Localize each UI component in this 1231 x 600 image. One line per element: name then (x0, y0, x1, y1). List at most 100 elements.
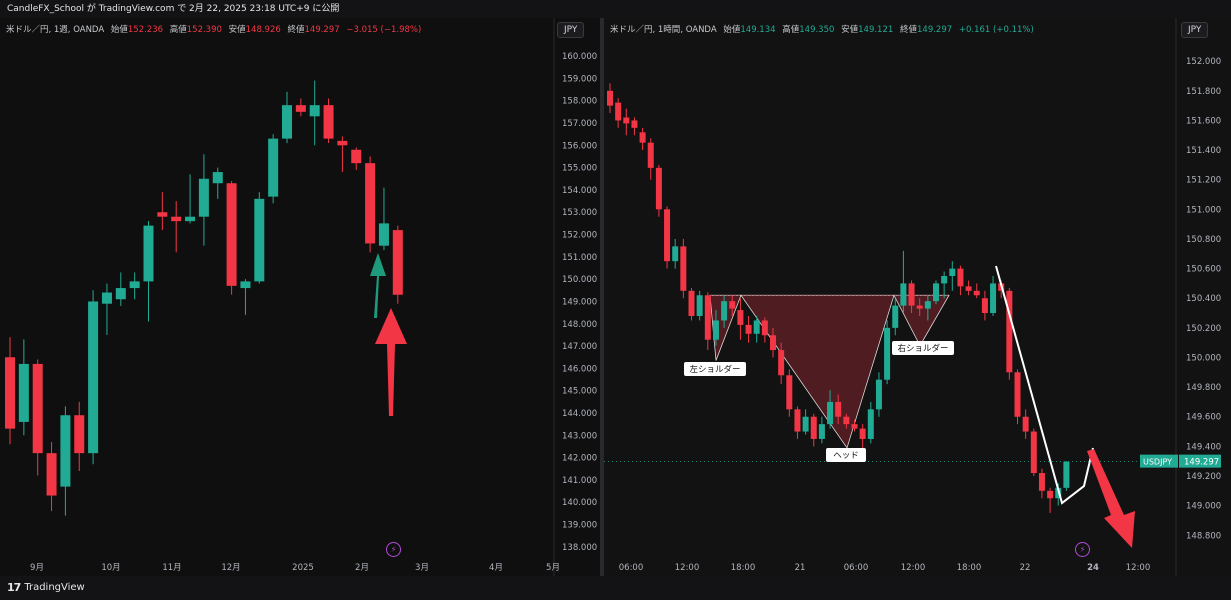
candle-body (115, 288, 126, 300)
legend-low-label: 安値 (228, 25, 246, 35)
candle-body (1030, 431, 1037, 474)
attribution-text: CandleFX_School が TradingView.com で 2月 2… (7, 4, 340, 14)
y-tick-label: 151.000 (1186, 205, 1221, 215)
candle-body (688, 290, 695, 316)
candle-body (990, 283, 997, 314)
hourly-chart-panel[interactable]: 152.000 151.800 151.600 151.400 151.200 151.0… (604, 18, 1231, 576)
y-tick-label: 151.000 (562, 253, 597, 263)
legend-change: −3.015 (−1.98%) (346, 25, 422, 35)
weekly-legend: 米ドル／円, 1週, OANDA 始値152.236 高値152.390 安値1… (6, 23, 421, 35)
candle-body (1038, 473, 1045, 491)
candle-body (729, 301, 736, 309)
candle-body (827, 401, 834, 425)
candle-body (378, 223, 389, 246)
x-tick-label: 3月 (415, 563, 429, 573)
candle-body (32, 363, 43, 454)
candle-body (254, 198, 265, 282)
candle-body (778, 350, 785, 376)
x-tick-label: 12:00 (675, 563, 700, 573)
hourly-legend: 米ドル／円, 1時間, OANDA 始値149.134 高値149.350 安値… (610, 23, 1034, 35)
x-tick-label: 12:00 (1126, 563, 1151, 573)
y-tick-label: 154.000 (562, 186, 597, 196)
x-tick-label: 4月 (489, 563, 503, 573)
legend-high: 149.350 (799, 25, 835, 35)
y-tick-label: 149.200 (1186, 472, 1221, 482)
candle-body (198, 178, 209, 217)
hourly-chart[interactable]: 152.000 151.800 151.600 151.400 151.200 151.0… (604, 18, 1231, 576)
candle-body (704, 295, 711, 340)
panel-divider[interactable] (600, 18, 604, 576)
candle-body (337, 140, 348, 146)
symbol-tag-label: USDJPY (1143, 458, 1172, 467)
red-down-arrow-icon (1087, 449, 1135, 548)
right-shoulder-shape (893, 294, 950, 347)
candle-body (664, 209, 671, 262)
x-tick-label: 9月 (30, 563, 44, 573)
y-tick-label: 150.000 (562, 275, 597, 285)
flash-icon[interactable]: ⚡ (386, 542, 401, 557)
candle-body (900, 283, 907, 306)
y-tick-label: 149.000 (1186, 502, 1221, 512)
y-tick-label: 146.000 (562, 364, 597, 374)
candle-body (46, 453, 57, 496)
candle-body (74, 415, 85, 454)
candle-body (1063, 461, 1070, 488)
legend-open: 149.134 (740, 25, 776, 35)
brand-text: TradingView (24, 582, 85, 593)
candle-body (647, 142, 654, 168)
legend-high: 152.390 (186, 25, 222, 35)
candle-body (949, 268, 956, 276)
x-tick-label: 21 (795, 563, 806, 573)
candle-body (835, 401, 842, 417)
x-tick-label: 11月 (162, 563, 181, 573)
candle-body (60, 415, 71, 487)
candle-body (212, 172, 223, 184)
y-tick-label: 148.000 (562, 320, 597, 330)
candle-body (282, 105, 292, 139)
currency-button[interactable]: JPY (557, 22, 585, 38)
y-tick-label: 151.600 (1186, 116, 1221, 126)
y-tick-label: 149.600 (1186, 413, 1221, 423)
tradingview-logo[interactable]: 17 TradingView (7, 576, 85, 600)
candle-body (5, 357, 15, 429)
y-tick-label: 138.000 (562, 543, 597, 553)
candle-body (18, 363, 29, 422)
flash-icon[interactable]: ⚡ (1075, 542, 1090, 557)
y-tick-label: 150.600 (1186, 265, 1221, 275)
candle-body (143, 225, 154, 282)
candle-body (965, 286, 972, 291)
y-tick-label: 159.000 (562, 74, 597, 84)
candle-body (802, 416, 809, 432)
candle-body (101, 292, 112, 304)
y-tick-label: 151.800 (1186, 87, 1221, 97)
y-tick-label: 141.000 (562, 476, 597, 486)
y-tick-label: 149.800 (1186, 383, 1221, 393)
candle-body (859, 428, 866, 439)
candle-body (1022, 416, 1029, 432)
legend-open: 152.236 (127, 25, 164, 35)
y-tick-label: 139.000 (562, 521, 597, 531)
candle-body (761, 320, 768, 336)
candle-body (867, 409, 874, 439)
y-tick-label: 148.800 (1186, 531, 1221, 541)
candle-body (623, 117, 630, 124)
candle-body (884, 327, 891, 380)
legend-symbol: 米ドル／円, 1時間, OANDA (610, 25, 717, 35)
candle-body (672, 246, 679, 262)
weekly-chart[interactable]: 160.000 159.000 158.000 157.000 156.000 155.0… (0, 18, 600, 576)
candle-body (794, 409, 801, 432)
candle-body (712, 320, 719, 340)
legend-close: 149.297 (304, 25, 340, 35)
x-tick-label: 18:00 (957, 563, 982, 573)
y-tick-label: 142.000 (562, 454, 597, 464)
candle-body (753, 320, 760, 334)
tv-mark-icon: 17 (7, 581, 21, 594)
candle-body (240, 281, 251, 289)
y-tick-label: 150.400 (1186, 294, 1221, 304)
currency-button[interactable]: JPY (1181, 22, 1209, 38)
candle-body (1006, 290, 1013, 373)
legend-high-label: 高値 (782, 25, 800, 35)
y-tick-label: 153.000 (562, 208, 597, 218)
weekly-chart-panel[interactable]: 160.000 159.000 158.000 157.000 156.000 155.0… (0, 18, 600, 576)
candle-body (721, 301, 728, 321)
